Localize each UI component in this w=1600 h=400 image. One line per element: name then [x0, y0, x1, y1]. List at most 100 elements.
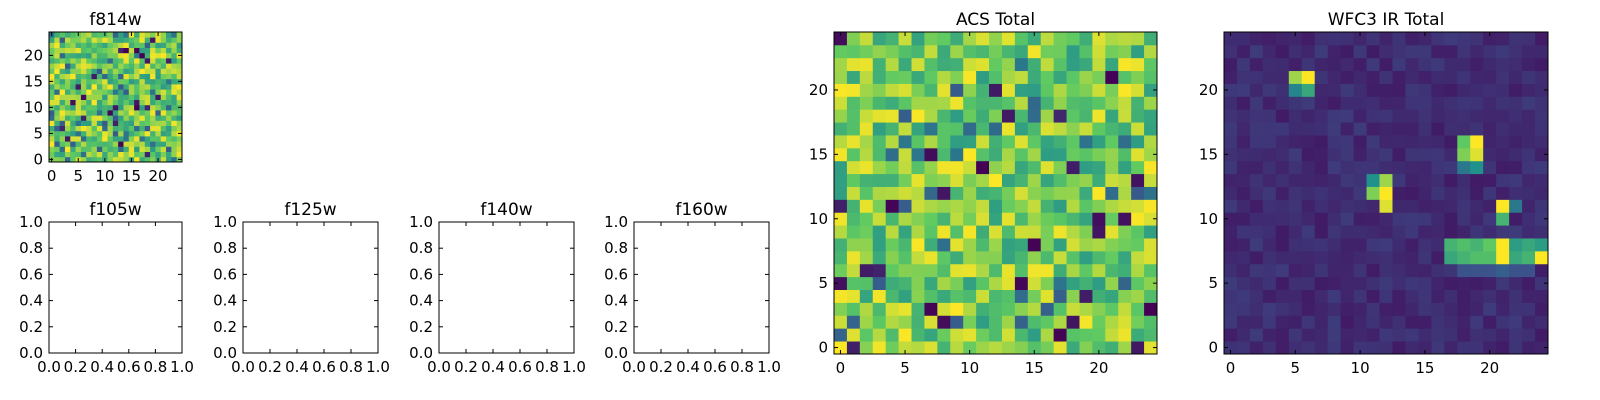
heatmap-cell	[1105, 96, 1119, 110]
heatmap-cell	[176, 37, 183, 43]
heatmap-cell	[1079, 238, 1093, 252]
heatmap-cell	[80, 32, 87, 38]
heatmap-cell	[846, 315, 861, 329]
heatmap-cell	[1392, 276, 1406, 290]
heatmap-cell	[1379, 302, 1393, 316]
heatmap-cell	[1014, 276, 1029, 290]
heatmap-cell	[1535, 32, 1549, 46]
heatmap-cell	[1053, 83, 1067, 97]
heatmap-cell	[1066, 263, 1080, 278]
heatmap-cell	[112, 73, 119, 80]
heatmap-cell	[134, 58, 140, 64]
heatmap-cell	[937, 238, 951, 252]
heatmap-cell	[1249, 173, 1264, 187]
heatmap-cell	[1353, 57, 1367, 72]
heatmap-cell	[1288, 276, 1303, 290]
heatmap-cell	[1040, 32, 1055, 46]
heatmap-cell	[171, 99, 178, 106]
heatmap-cell	[1327, 263, 1342, 278]
heatmap-cell	[171, 58, 178, 64]
heatmap-cell	[1444, 250, 1458, 265]
heatmap-cell	[924, 70, 938, 84]
heatmap-cell	[1105, 328, 1119, 342]
heatmap-cell	[1001, 44, 1016, 59]
heatmap-cell	[963, 250, 977, 265]
heatmap-cell	[1340, 225, 1354, 239]
heatmap-cell	[1224, 199, 1238, 213]
heatmap-cell	[1340, 315, 1354, 329]
heatmap-cell	[166, 156, 172, 163]
heatmap-cell	[96, 141, 103, 147]
heatmap-cell	[859, 212, 874, 226]
heatmap-cell	[1118, 341, 1132, 355]
heatmap-cell	[107, 110, 114, 116]
heatmap-cell	[107, 136, 114, 142]
heatmap-cell	[134, 130, 140, 137]
heatmap-cell	[834, 315, 848, 329]
heatmap-cell	[1066, 160, 1080, 175]
heatmap-cell	[1275, 250, 1290, 265]
heatmap-cell	[1392, 122, 1406, 136]
x-tick-label: 0.6	[312, 358, 336, 376]
heatmap-cell	[1366, 276, 1380, 290]
heatmap-cell	[1366, 315, 1380, 329]
heatmap-cell	[1014, 160, 1029, 175]
heatmap-cell	[1379, 173, 1393, 187]
heatmap-cell	[1224, 44, 1238, 59]
heatmap-cell	[976, 250, 990, 265]
y-tick-label: 0.4	[604, 292, 628, 310]
y-tick-label: 0.8	[409, 239, 433, 257]
heatmap-cell	[963, 315, 977, 329]
heatmap-cell	[1366, 122, 1380, 136]
heatmap-cell	[91, 110, 98, 116]
wfc3-ir-total-cells	[1224, 32, 1549, 355]
heatmap-cell	[1144, 302, 1158, 316]
heatmap-cell	[1066, 173, 1080, 187]
heatmap-cell	[1144, 263, 1158, 278]
heatmap-cell	[1535, 160, 1549, 175]
heatmap-cell	[1418, 57, 1432, 72]
heatmap-cell	[166, 84, 172, 90]
heatmap-cell	[885, 186, 899, 200]
heatmap-cell	[911, 302, 925, 316]
heatmap-cell	[102, 130, 108, 137]
heatmap-cell	[1535, 250, 1549, 265]
heatmap-cell	[1131, 147, 1145, 162]
heatmap-cell	[1340, 341, 1354, 355]
heatmap-cell	[1340, 238, 1354, 252]
heatmap-cell	[1224, 96, 1238, 110]
heatmap-cell	[139, 130, 146, 137]
heatmap-cell	[1014, 302, 1029, 316]
heatmap-cell	[1418, 44, 1432, 59]
heatmap-cell	[1066, 315, 1080, 329]
heatmap-cell	[846, 199, 861, 213]
heatmap-cell	[1027, 173, 1042, 187]
heatmap-cell	[1301, 302, 1316, 316]
heatmap-cell	[1509, 302, 1523, 316]
heatmap-cell	[86, 156, 92, 163]
heatmap-cell	[1105, 276, 1119, 290]
heatmap-cell	[1470, 341, 1484, 355]
heatmap-cell	[1288, 96, 1303, 110]
heatmap-cell	[80, 68, 87, 74]
heatmap-cell	[102, 58, 108, 64]
heatmap-cell	[1236, 160, 1251, 175]
heatmap-cell	[139, 78, 146, 85]
heatmap-cell	[1418, 302, 1432, 316]
heatmap-cell	[155, 115, 162, 121]
heatmap-cell	[176, 125, 183, 132]
heatmap-cell	[1249, 135, 1264, 149]
heatmap-cell	[171, 52, 178, 59]
heatmap-cell	[160, 115, 167, 121]
heatmap-cell	[1092, 263, 1106, 278]
heatmap-cell	[1236, 96, 1251, 110]
y-tick-label: 0.8	[213, 239, 237, 257]
heatmap-cell	[872, 315, 887, 329]
heatmap-cell	[1092, 96, 1106, 110]
heatmap-cell	[70, 47, 76, 54]
heatmap-cell	[1040, 96, 1055, 110]
heatmap-cell	[1457, 250, 1471, 265]
heatmap-cell	[1392, 57, 1406, 72]
x-tick-label: 5	[1291, 359, 1301, 377]
x-tick-label: 0.4	[676, 358, 700, 376]
